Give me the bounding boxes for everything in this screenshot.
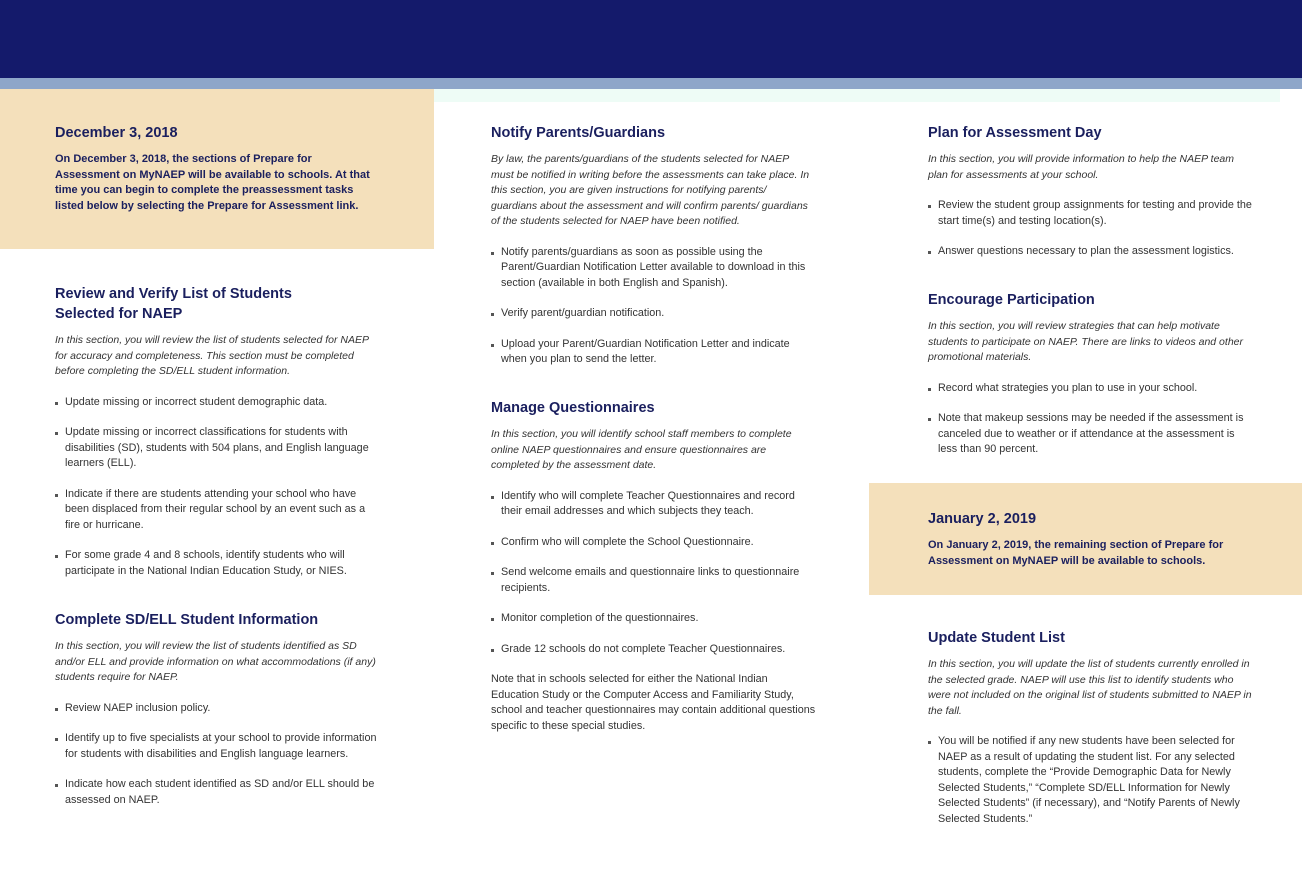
section-title: Manage Questionnaires <box>491 400 655 416</box>
section-manage: Manage Questionnaires In this section, y… <box>491 398 816 734</box>
section-notify: Notify Parents/Guardians By law, the par… <box>491 123 813 383</box>
section-intro: In this section, you will identify schoo… <box>491 428 792 471</box>
section-text: On January 2, 2019, the remaining sectio… <box>928 539 1224 567</box>
list-item: Indicate if there are students attending… <box>55 487 380 534</box>
section-jan2: January 2, 2019 On January 2, 2019, the … <box>928 509 1248 569</box>
list-item: Review NAEP inclusion policy. <box>55 701 380 717</box>
bullet-list: Identify who will complete Teacher Quest… <box>491 489 816 658</box>
section-update: Update Student List In this section, you… <box>928 628 1253 842</box>
list-item: Note that makeup sessions may be needed … <box>928 411 1253 458</box>
section-intro: In this section, you will review the lis… <box>55 640 376 683</box>
list-item: Confirm who will complete the School Que… <box>491 535 816 551</box>
date-callout-dec3 <box>0 89 434 249</box>
section-intro: In this section, you will provide inform… <box>928 153 1235 181</box>
list-item: Identify up to five specialists at your … <box>55 731 380 762</box>
bullet-list: Review the student group assignments for… <box>928 198 1253 260</box>
section-plan: Plan for Assessment Day In this section,… <box>928 123 1253 275</box>
list-item: Grade 12 schools do not complete Teacher… <box>491 642 816 658</box>
section-intro: In this section, you will update the lis… <box>928 658 1252 717</box>
section-intro: By law, the parents/guardians of the stu… <box>491 153 810 227</box>
list-item: You will be notified if any new students… <box>928 734 1253 827</box>
section-title: Encourage Participation <box>928 292 1095 308</box>
section-title: Review and Verify List of Students Selec… <box>55 286 292 322</box>
list-item: Notify parents/guardians as soon as poss… <box>491 245 813 292</box>
header-banner <box>0 0 1302 78</box>
list-item: Answer questions necessary to plan the a… <box>928 244 1253 260</box>
decorative-band <box>434 89 1280 102</box>
section-encourage: Encourage Participation In this section,… <box>928 290 1253 473</box>
list-item: Indicate how each student identified as … <box>55 777 380 808</box>
list-item: For some grade 4 and 8 schools, identify… <box>55 548 380 579</box>
section-title: Complete SD/ELL Student Information <box>55 612 319 628</box>
list-item: Update missing or incorrect classificati… <box>55 425 380 472</box>
section-review: Review and Verify List of Students Selec… <box>55 284 380 594</box>
list-item: Update missing or incorrect student demo… <box>55 395 380 411</box>
list-item: Send welcome emails and questionnaire li… <box>491 565 816 596</box>
bullet-list: You will be notified if any new students… <box>928 734 1253 827</box>
section-note: Note that in schools selected for either… <box>491 673 816 732</box>
section-title: December 3, 2018 <box>55 125 178 141</box>
list-item: Record what strategies you plan to use i… <box>928 381 1253 397</box>
list-item: Identify who will complete Teacher Quest… <box>491 489 816 520</box>
bullet-list: Review NAEP inclusion policy. Identify u… <box>55 701 380 809</box>
bullet-list: Notify parents/guardians as soon as poss… <box>491 245 813 368</box>
section-title: January 2, 2019 <box>928 511 1037 527</box>
list-item: Review the student group assignments for… <box>928 198 1253 229</box>
bullet-list: Update missing or incorrect student demo… <box>55 395 380 580</box>
section-intro: In this section, you will review the lis… <box>55 334 369 377</box>
section-text: On December 3, 2018, the sections of Pre… <box>55 153 370 212</box>
bullet-list: Record what strategies you plan to use i… <box>928 381 1253 458</box>
date-callout-jan2 <box>869 483 1302 595</box>
section-dec3: December 3, 2018 On December 3, 2018, th… <box>55 123 375 214</box>
list-item: Monitor completion of the questionnaires… <box>491 611 816 627</box>
list-item: Upload your Parent/Guardian Notification… <box>491 337 813 368</box>
section-title: Plan for Assessment Day <box>928 125 1102 141</box>
section-intro: In this section, you will review strateg… <box>928 320 1243 363</box>
list-item: Verify parent/guardian notification. <box>491 306 813 322</box>
section-title: Notify Parents/Guardians <box>491 125 666 141</box>
section-sdell: Complete SD/ELL Student Information In t… <box>55 610 380 823</box>
section-title: Update Student List <box>928 630 1065 646</box>
header-stripe <box>0 78 1302 89</box>
